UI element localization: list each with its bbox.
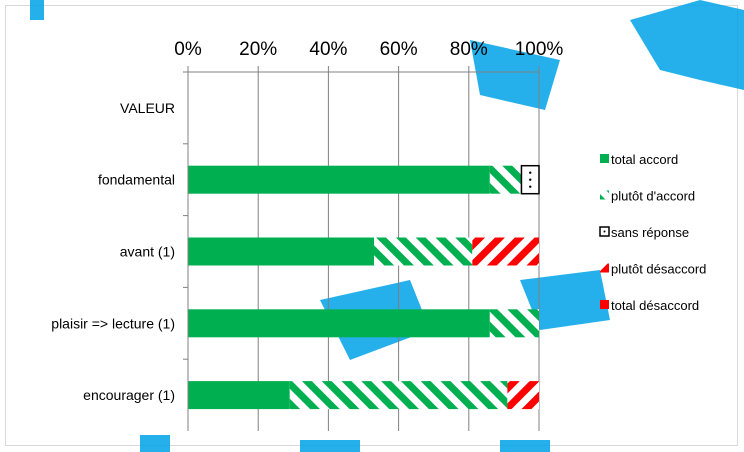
legend-label: total désaccord [611, 298, 699, 313]
bar-dot [529, 171, 532, 174]
x-tick-label: 20% [239, 39, 277, 60]
bars [188, 164, 540, 410]
bar-dot [529, 178, 532, 181]
legend: total accord plutôt d'accord sans réponse p… [599, 152, 706, 313]
legend-label: plutôt d'accord [611, 189, 695, 204]
bar-segment [188, 381, 290, 410]
legend-swatch-dot [603, 230, 606, 233]
x-tick-label: 0% [174, 39, 202, 60]
legend-label: sans réponse [611, 225, 689, 240]
category-label: VALEUR [120, 100, 175, 116]
legend-swatch [600, 154, 609, 163]
bar-segment [507, 381, 539, 410]
category-labels: VALEUR fondamental avant (1) plaisir => lec… [51, 71, 188, 403]
x-tick-label: 40% [309, 39, 347, 60]
bar-segment [188, 309, 490, 338]
legend-swatch [600, 300, 609, 309]
x-tick-label: 60% [380, 39, 418, 60]
bar-segment [489, 309, 539, 338]
category-label: fondamental [98, 172, 175, 188]
category-label: plaisir => lecture (1) [51, 315, 175, 331]
legend-swatch [600, 190, 609, 200]
category-label: encourager (1) [83, 387, 175, 403]
legend-swatch [600, 263, 609, 273]
x-tick-label: 80% [450, 39, 488, 60]
legend-label: plutôt désaccord [611, 262, 706, 277]
bar-segment [289, 381, 508, 410]
x-tick-label: 100% [515, 39, 564, 60]
bar-dot [529, 185, 532, 188]
bar-segment [489, 165, 522, 194]
x-axis-tick-labels: 0% 20% 40% 60% 80% 100% [174, 39, 563, 60]
bar-segment [188, 165, 490, 194]
axes [187, 71, 539, 431]
bar-segment [472, 237, 539, 266]
chart-frame [5, 5, 738, 446]
legend-label: total accord [611, 152, 678, 167]
category-label: avant (1) [120, 244, 175, 260]
watermark [30, 0, 744, 452]
bar-segment [188, 237, 375, 266]
bar-segment [374, 237, 473, 266]
